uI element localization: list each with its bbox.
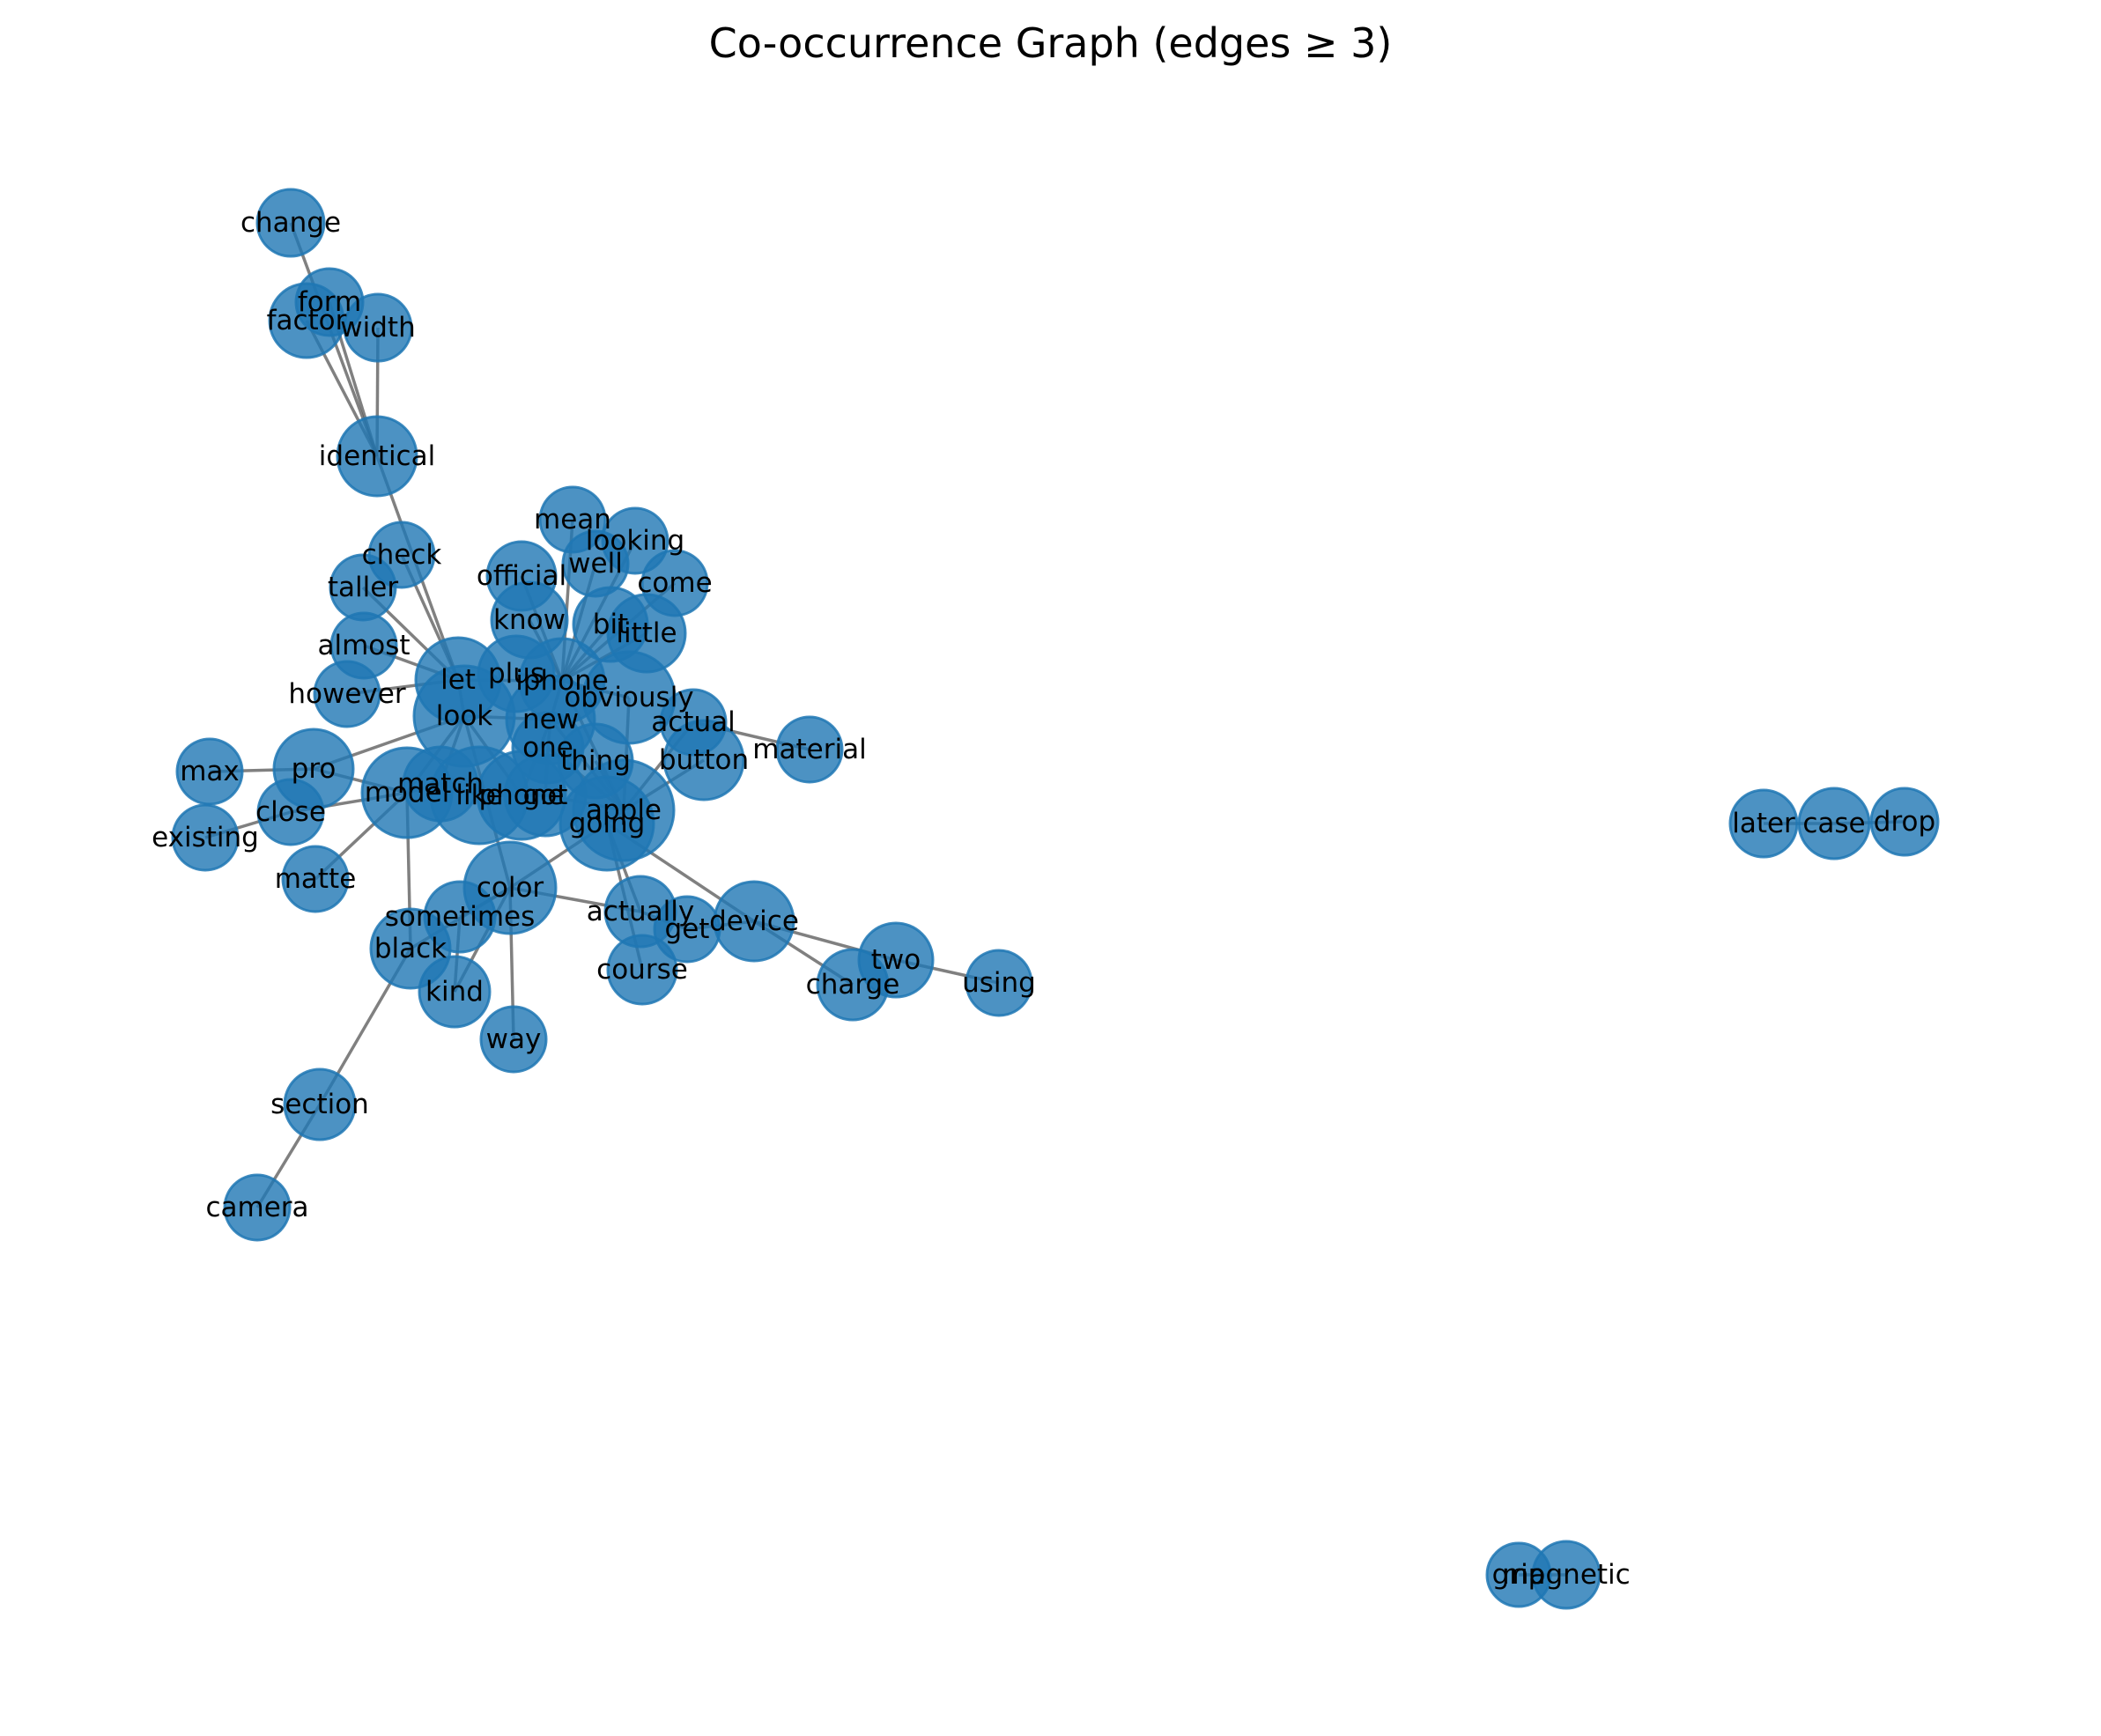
node-drop [1869, 787, 1940, 857]
node-label-kind: kind [425, 976, 484, 1008]
node-magnetic [1531, 1540, 1602, 1610]
node-label-black: black [374, 933, 447, 964]
node-camera [223, 1173, 292, 1242]
node-label-actually: actually [587, 896, 694, 927]
node-section [283, 1067, 357, 1141]
node-label-charge: charge [806, 969, 900, 1001]
node-label-apple: apple [586, 794, 662, 826]
node-label-looking: looking [586, 525, 684, 557]
node-label-taller: taller [328, 572, 398, 603]
node-label-obviously: obviously [564, 682, 693, 713]
node-label-way: way [486, 1023, 542, 1055]
node-label-know: know [493, 604, 566, 636]
node-change [255, 188, 326, 258]
node-label-color: color [477, 872, 544, 904]
node-label-little: little [616, 617, 677, 649]
node-matte [281, 845, 350, 913]
node-label-sometimes: sometimes [385, 901, 536, 933]
node-label-matte: matte [275, 863, 357, 895]
node-label-bit: bit [593, 609, 628, 640]
node-label-pro: pro [292, 753, 337, 785]
node-going [559, 775, 655, 872]
node-label-like: like [455, 779, 502, 811]
node-label-thing: thing [560, 745, 631, 777]
node-label-later: later [1732, 808, 1795, 839]
node-label-change: change [240, 207, 341, 239]
node-label-magnetic: magnetic [1502, 1559, 1630, 1591]
node-label-almost: almost [317, 630, 410, 661]
node-label-section: section [270, 1089, 369, 1120]
node-label-one: one [522, 732, 573, 764]
node-material [775, 715, 844, 784]
node-label-factor: factor [267, 305, 347, 336]
node-existing [171, 803, 240, 872]
node-label-camera: camera [205, 1192, 308, 1223]
node-label-got: got [523, 779, 568, 811]
node-label-mean: mean [534, 504, 611, 536]
node-charge [816, 948, 890, 1022]
node-width [343, 292, 413, 363]
node-label-grip: grip [1492, 1559, 1546, 1591]
node-later [1728, 788, 1799, 859]
node-label-let: let [440, 664, 476, 696]
node-label-however: however [288, 678, 405, 710]
node-label-check: check [362, 539, 442, 571]
node-label-iphone: iphone [515, 665, 609, 697]
node-label-using: using [962, 967, 1036, 999]
node-label-max: max [180, 756, 240, 787]
node-using [965, 949, 1033, 1017]
node-kind [418, 955, 492, 1029]
node-label-come: come [637, 567, 712, 599]
node-label-existing: existing [152, 822, 259, 853]
node-label-look: look [436, 700, 493, 732]
node-label-official: official [477, 560, 566, 592]
node-label-going: going [569, 808, 646, 839]
node-label-course: course [596, 954, 688, 986]
node-label-actual: actual [651, 706, 735, 738]
node-label-phone: phone [478, 779, 564, 811]
node-label-close: close [255, 796, 326, 828]
node-label-model: model [365, 777, 450, 809]
node-label-width: width [340, 312, 415, 344]
node-label-plus: plus [488, 658, 544, 690]
node-label-case: case [1802, 808, 1865, 839]
node-close [256, 778, 325, 846]
node-way [479, 1005, 548, 1074]
node-label-identical: identical [319, 440, 435, 472]
node-label-button: button [659, 744, 749, 776]
node-label-drop: drop [1874, 806, 1935, 838]
node-button [662, 719, 745, 802]
node-label-material: material [752, 734, 866, 765]
node-get [653, 895, 721, 964]
graph-title: Co-occurrence Graph (edges ≥ 3) [708, 19, 1393, 67]
node-identical [336, 415, 418, 498]
node-label-well: well [568, 548, 623, 580]
node-case [1797, 787, 1871, 861]
node-label-new: new [522, 704, 579, 735]
node-label-form: form [298, 286, 361, 318]
node-however [313, 660, 381, 728]
node-label-match: match [397, 768, 484, 800]
node-factor [268, 282, 345, 359]
node-label-get: get [665, 913, 710, 945]
node-label-device: device [709, 905, 799, 937]
node-course [606, 934, 678, 1006]
node-label-two: two [871, 944, 921, 976]
